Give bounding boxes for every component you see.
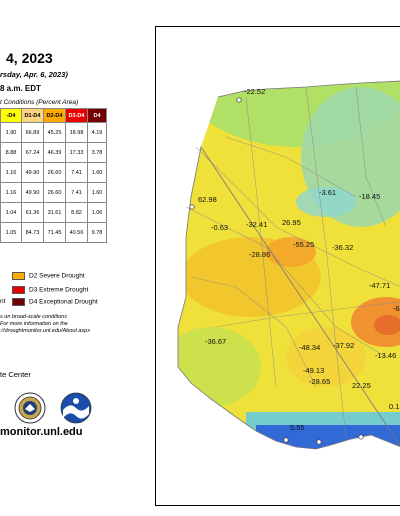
map-date-title: 4, 2023 bbox=[6, 50, 53, 66]
table-cell: 49.90 bbox=[21, 182, 44, 203]
station-marker bbox=[189, 204, 195, 210]
table-row: 1.05 84.73 71.45 40.56 9.78 bbox=[0, 222, 107, 243]
author-credit: te Center bbox=[0, 370, 31, 379]
map-label-1: -22.52 bbox=[244, 87, 265, 96]
legend-item-d3: D3 Extreme Drought bbox=[12, 286, 88, 296]
table-cell: 40.56 bbox=[65, 222, 88, 243]
release-date-subtitle: rsday, Apr. 6, 2023) bbox=[0, 70, 68, 79]
table-cell: 1.60 bbox=[87, 162, 107, 183]
table-cell: 67.24 bbox=[21, 142, 44, 163]
station-marker bbox=[236, 97, 242, 103]
table-cell: 1.16 bbox=[0, 162, 22, 183]
table-cell: 18.98 bbox=[65, 122, 88, 143]
header-d1-d4: D1-D4 bbox=[21, 108, 44, 123]
table-cell: 26.60 bbox=[43, 182, 66, 203]
table-row: 1.90 66.89 45.25 18.98 4.19 bbox=[0, 122, 107, 143]
table-cell: 8.82 bbox=[65, 202, 88, 223]
map-label-3: -0.63 bbox=[211, 223, 228, 232]
red-spot-southeast bbox=[374, 315, 400, 335]
table-cell: 1.16 bbox=[0, 182, 22, 203]
table-cell: 4.19 bbox=[87, 122, 107, 143]
map-label-11: -47.71 bbox=[369, 281, 390, 290]
header-d3-d4: D3-D4 bbox=[65, 108, 88, 123]
table-cell: 17.33 bbox=[65, 142, 88, 163]
map-label-10: -28.86 bbox=[249, 250, 270, 259]
table-caption: t Conditions (Percent Area) bbox=[0, 99, 79, 106]
table-row: 8.88 67.24 46.39 17.33 3.78 bbox=[0, 142, 107, 163]
table-row: 1.16 49.90 26.60 7.41 1.60 bbox=[0, 162, 107, 183]
table-cell: 31.61 bbox=[43, 202, 66, 223]
orange-spot-center bbox=[266, 237, 316, 267]
table-cell: 1.05 bbox=[0, 222, 22, 243]
left-info-panel: 4, 2023 rsday, Apr. 6, 2023) 8 a.m. EDT … bbox=[0, 0, 150, 516]
header-d4: D4 bbox=[87, 108, 107, 123]
table-cell: 7.41 bbox=[65, 182, 88, 203]
table-cell: 1.06 bbox=[87, 202, 107, 223]
header-d2-d4: D2-D4 bbox=[43, 108, 66, 123]
usda-seal-icon bbox=[14, 392, 46, 424]
map-label-2: 62.98 bbox=[198, 195, 217, 204]
table-cell: 66.89 bbox=[21, 122, 44, 143]
map-label-4: -32.41 bbox=[246, 220, 267, 229]
table-cell: 61.36 bbox=[21, 202, 44, 223]
table-header-row: -D4 D1-D4 D2-D4 D3-D4 D4 bbox=[0, 108, 107, 123]
station-marker bbox=[358, 434, 364, 440]
drought-map-frame: -22.52 62.98 -0.63 -32.41 26.95 -3.61 -1… bbox=[155, 26, 400, 506]
table-row: 1.04 61.36 31.61 8.82 1.06 bbox=[0, 202, 107, 223]
map-label-17: -28.65 bbox=[309, 377, 330, 386]
map-label-7: -18.45 bbox=[359, 192, 380, 201]
legend-swatch bbox=[12, 272, 25, 280]
legend-item-d4: D4 Exceptional Drought bbox=[12, 298, 98, 308]
station-marker bbox=[316, 439, 322, 445]
table-cell: 71.45 bbox=[43, 222, 66, 243]
precip-surface bbox=[178, 81, 400, 449]
noaa-logo-icon bbox=[60, 392, 92, 424]
table-cell: 1.60 bbox=[87, 182, 107, 203]
map-label-9: -36.32 bbox=[332, 243, 353, 252]
drought-stats-table: -D4 D1-D4 D2-D4 D3-D4 D4 1.90 66.89 45.2… bbox=[0, 108, 107, 243]
table-cell: 7.41 bbox=[65, 162, 88, 183]
map-label-19: 5.55 bbox=[290, 423, 305, 432]
table-cell: 3.78 bbox=[87, 142, 107, 163]
map-label-16: -49.13 bbox=[303, 366, 324, 375]
legend-item-partial: nt bbox=[0, 298, 6, 305]
table-cell: 26.60 bbox=[43, 162, 66, 183]
map-label-20: 0.1 bbox=[389, 402, 399, 411]
table-cell: 9.78 bbox=[87, 222, 107, 243]
table-cell: 1.90 bbox=[0, 122, 22, 143]
header-d0-d4: -D4 bbox=[0, 108, 22, 123]
map-label-21: -6 bbox=[393, 304, 400, 313]
table-cell: 8.88 bbox=[0, 142, 22, 163]
map-label-15: -13.46 bbox=[375, 351, 396, 360]
website-url[interactable]: monitor.unl.edu bbox=[0, 426, 83, 438]
table-row: 1.16 49.90 26.60 7.41 1.60 bbox=[0, 182, 107, 203]
about-link[interactable]: ://droughtmonitor.unl.edu/About.aspx bbox=[0, 328, 90, 334]
table-cell: 49.90 bbox=[21, 162, 44, 183]
map-label-6: -3.61 bbox=[319, 188, 336, 197]
valid-time: 8 a.m. EDT bbox=[0, 84, 41, 93]
map-value-labels: -22.52 62.98 -0.63 -32.41 26.95 -3.61 -1… bbox=[198, 87, 400, 432]
road-network bbox=[185, 86, 400, 438]
legend-swatch bbox=[12, 286, 25, 294]
legend-item-d2: D2 Severe Drought bbox=[12, 272, 85, 282]
station-marker bbox=[283, 437, 289, 443]
map-label-14: -37.92 bbox=[333, 341, 354, 350]
map-label-18: 22.25 bbox=[352, 381, 371, 390]
legend-swatch bbox=[12, 298, 25, 306]
table-cell: 46.39 bbox=[43, 142, 66, 163]
state-outline bbox=[177, 80, 400, 450]
table-cell: 84.73 bbox=[21, 222, 44, 243]
map-label-12: -36.67 bbox=[205, 337, 226, 346]
station-markers bbox=[189, 97, 364, 445]
yellow-region-south bbox=[286, 327, 366, 387]
drought-map: -22.52 62.98 -0.63 -32.41 26.95 -3.61 -1… bbox=[177, 80, 400, 450]
table-cell: 1.04 bbox=[0, 202, 22, 223]
cyan-region-center bbox=[296, 187, 356, 217]
table-cell: 45.25 bbox=[43, 122, 66, 143]
map-label-5: 26.95 bbox=[282, 218, 301, 227]
map-note: s on broad-scale conditions For more inf… bbox=[0, 314, 150, 335]
map-label-8: -55.25 bbox=[293, 240, 314, 249]
map-label-13: -48.34 bbox=[299, 343, 320, 352]
